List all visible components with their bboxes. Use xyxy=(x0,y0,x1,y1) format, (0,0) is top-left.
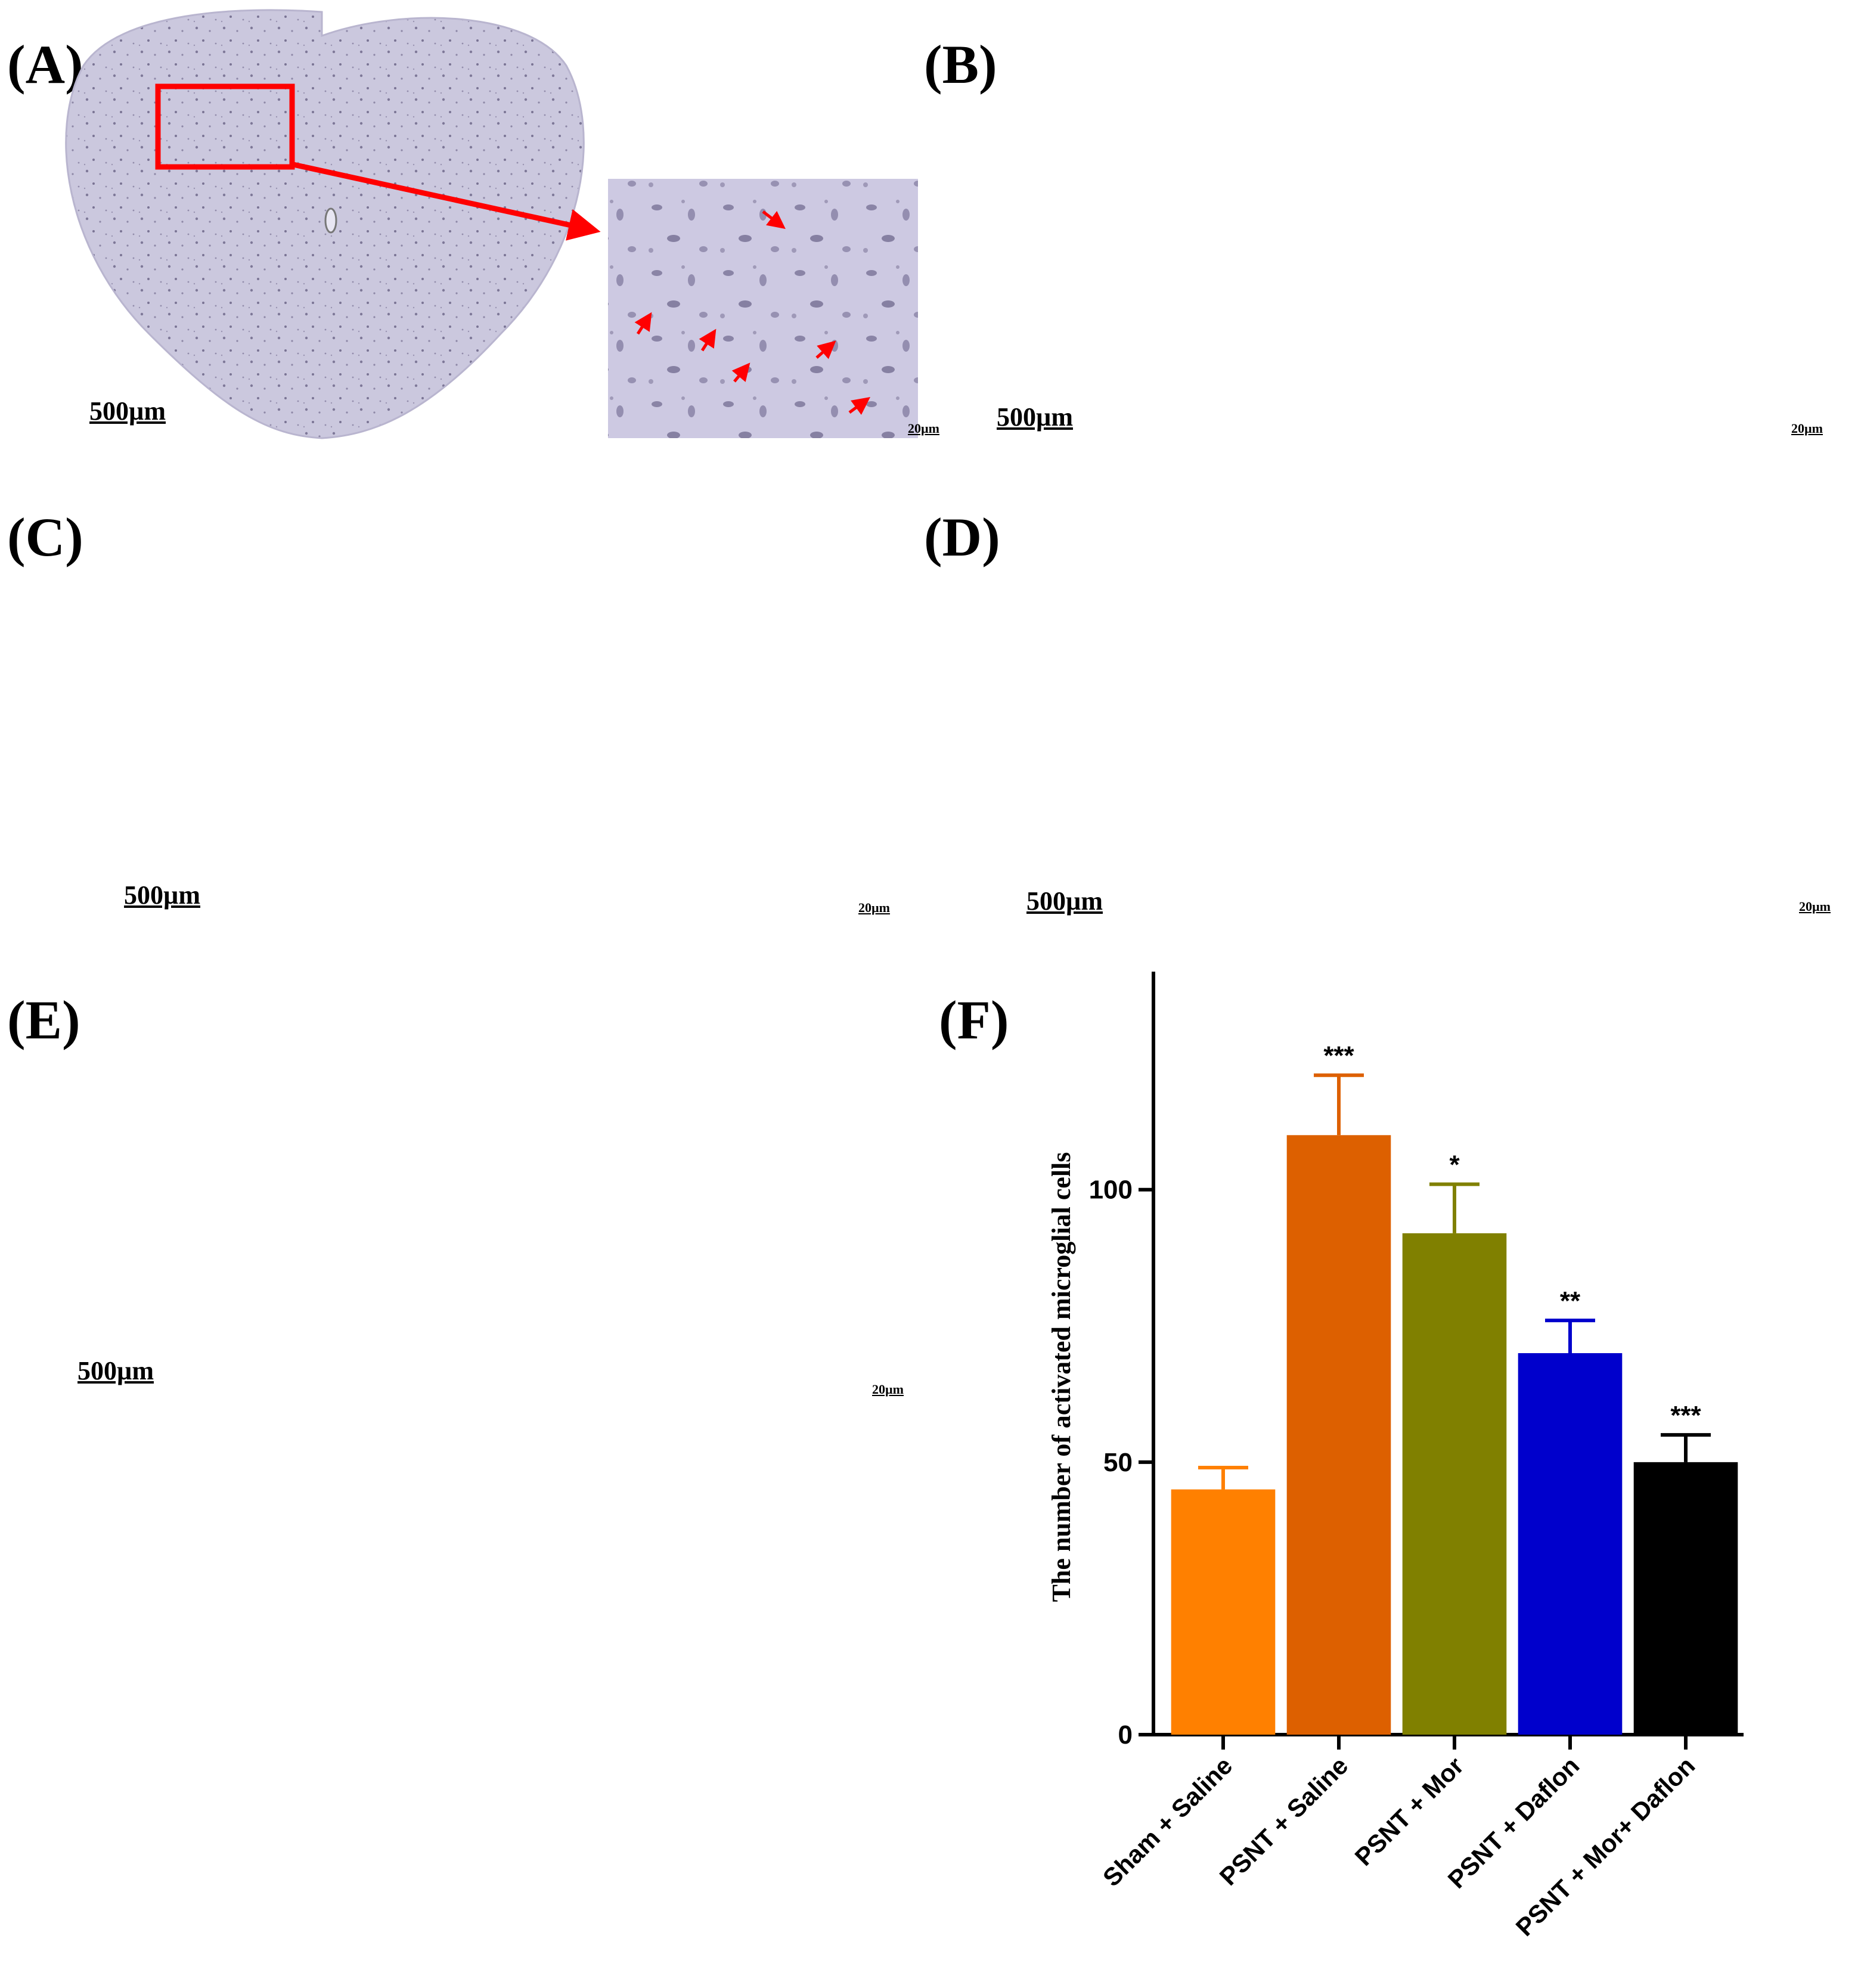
bar xyxy=(1402,1233,1507,1735)
section-a xyxy=(65,9,918,439)
scale-bar-small-c: 20µm xyxy=(858,900,891,915)
panel-label-d: (D) xyxy=(924,507,1000,567)
zoom-inset-a xyxy=(608,179,918,438)
bar xyxy=(1171,1489,1276,1735)
central-canal-a xyxy=(324,207,337,234)
panel-label-a: (A) xyxy=(7,34,83,95)
y-axis-label: The number of activated microglial cells xyxy=(1047,1152,1076,1602)
scale-bar-small-e: 20µm xyxy=(872,1382,904,1397)
scale-bar-d: 500µm xyxy=(1026,886,1103,916)
panel-label-e: (E) xyxy=(7,990,80,1050)
panel-label-f: (F) xyxy=(939,990,1009,1050)
panel-label-b: (B) xyxy=(924,34,997,95)
bar xyxy=(1518,1353,1623,1735)
significance-label: *** xyxy=(1323,1041,1354,1071)
y-tick-label: 50 xyxy=(1103,1448,1133,1477)
x-tick-label: PSNT + Mor xyxy=(1350,1751,1469,1871)
y-tick-label: 100 xyxy=(1089,1176,1133,1205)
scale-bar-small-a: 20µm xyxy=(908,421,940,436)
bar xyxy=(1633,1462,1738,1735)
highlight-box-a xyxy=(155,83,295,170)
significance-label: ** xyxy=(1560,1286,1581,1316)
scale-bar-a: 500µm xyxy=(89,396,166,426)
scale-bar-e: 500µm xyxy=(77,1356,154,1385)
scale-bar-small-b: 20µm xyxy=(1791,421,1823,436)
scale-bar-c: 500µm xyxy=(124,880,201,910)
zoom-arrow-a xyxy=(293,162,601,241)
bar xyxy=(1286,1135,1391,1735)
scale-bar-b: 500µm xyxy=(997,402,1074,432)
y-tick-label: 0 xyxy=(1118,1720,1133,1750)
significance-label: *** xyxy=(1670,1401,1701,1430)
cell-arrows-a xyxy=(634,210,871,415)
significance-label: * xyxy=(1449,1150,1460,1180)
panel-label-c: (C) xyxy=(7,507,83,567)
scale-bar-small-d: 20µm xyxy=(1799,899,1831,914)
